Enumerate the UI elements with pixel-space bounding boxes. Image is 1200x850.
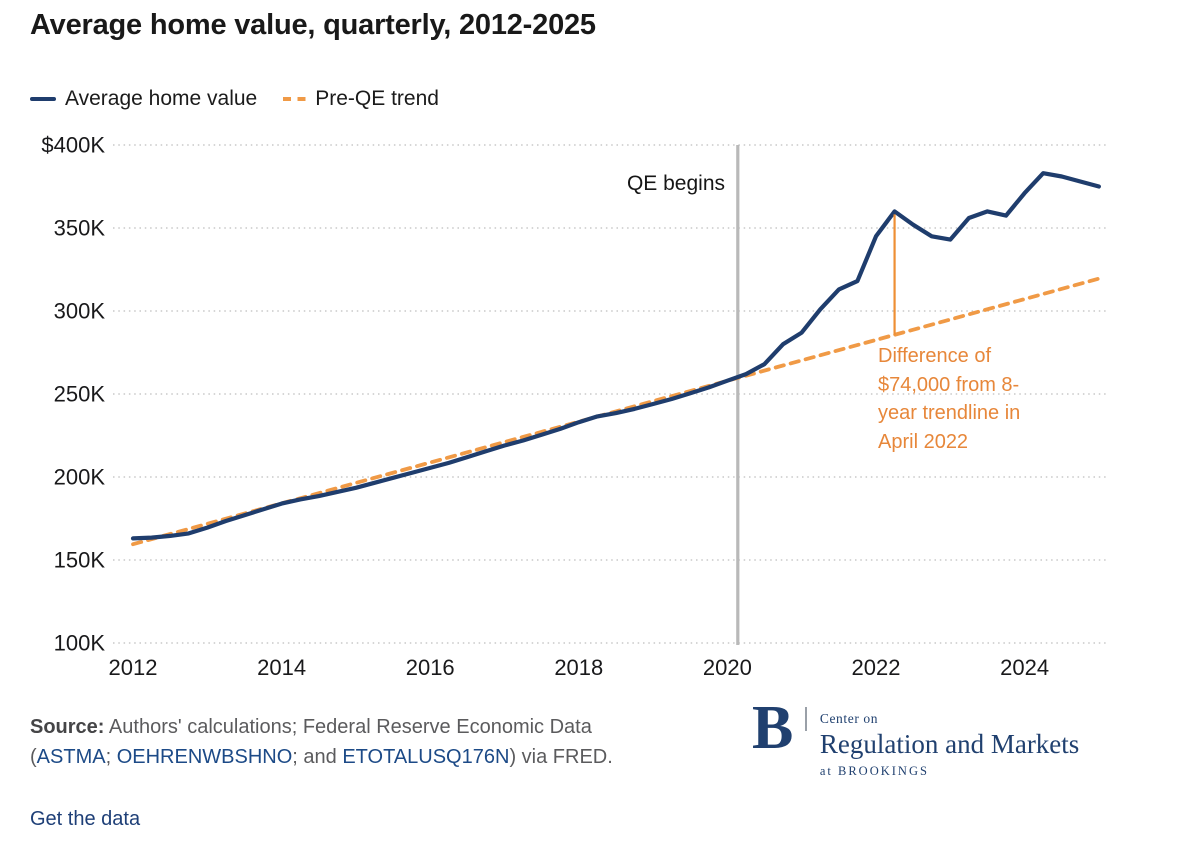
link-oehrenwbshno[interactable]: OEHRENWBSHNO [116,746,293,768]
source-suffix: ) via FRED. [509,746,613,768]
legend-label-home-value: Average home value [65,87,258,110]
legend-item-home-value: Average home value [30,87,257,111]
logo-text-block: Center on Regulation and Markets at BROO… [820,711,1079,779]
logo-center-on: Center on [819,711,879,726]
y-axis-tick-label: 150K [54,548,106,573]
x-axis-tick-label: 2022 [852,655,901,680]
y-axis-tick-label: 350K [54,216,106,241]
get-the-data-link[interactable]: Get the data [30,808,141,830]
logo-name: Regulation and Markets [819,729,1080,759]
source-sep: ; and [292,746,343,768]
source-label: Source: [30,716,105,738]
x-axis-tick-label: 2018 [554,655,603,680]
x-axis-tick-label: 2020 [703,655,752,680]
logo-at-brookings: at BROOKINGS [819,764,929,778]
legend-label-trend: Pre-QE trend [315,87,439,110]
annotation-line: Difference of [878,345,992,367]
source-note: Source: Authors' calculations; Federal R… [30,712,750,772]
logo-divider [805,707,807,731]
y-axis-tick-label: 250K [54,382,106,407]
y-axis-tick-label: 300K [54,299,106,324]
brookings-logo: B Center on Regulation and Markets at BR… [752,694,1079,779]
difference-annotation-text: Difference of $74,000 from 8- year trend… [878,342,1020,456]
legend-item-trend: Pre-QE trend [283,87,439,111]
x-axis-tick-label: 2012 [109,655,158,680]
link-astma[interactable]: ASTMA [36,746,106,768]
source-sep: ; [105,746,117,768]
annotation-line: year trendline in [878,402,1021,424]
annotation-line: April 2022 [878,430,969,453]
source-text: Authors' calculations; Federal Reserve E… [104,716,592,738]
annotation-line: $74,000 from 8- [878,373,1020,396]
y-axis-tick-label: $400K [41,133,105,158]
legend: Average home value Pre-QE trend [30,86,465,112]
chart-title: Average home value, quarterly, 2012-2025 [30,9,596,41]
qe-begins-annotation-label: QE begins [626,172,725,195]
x-axis-tick-label: 2014 [257,655,306,680]
link-etotalusq176n[interactable]: ETOTALUSQ176N [342,746,510,768]
legend-swatch-dashed-line-icon [283,97,307,101]
x-axis-tick-label: 2016 [406,655,455,680]
legend-swatch-solid-line-icon [30,97,56,101]
x-axis-tick-label: 2024 [1000,655,1049,680]
source-paren: ( [30,746,37,768]
average-home-value-line [130,171,1102,541]
brookings-b-logo-icon: B [752,694,794,762]
y-axis-tick-label: 100K [54,631,106,656]
y-axis-tick-label: 200K [54,465,106,490]
